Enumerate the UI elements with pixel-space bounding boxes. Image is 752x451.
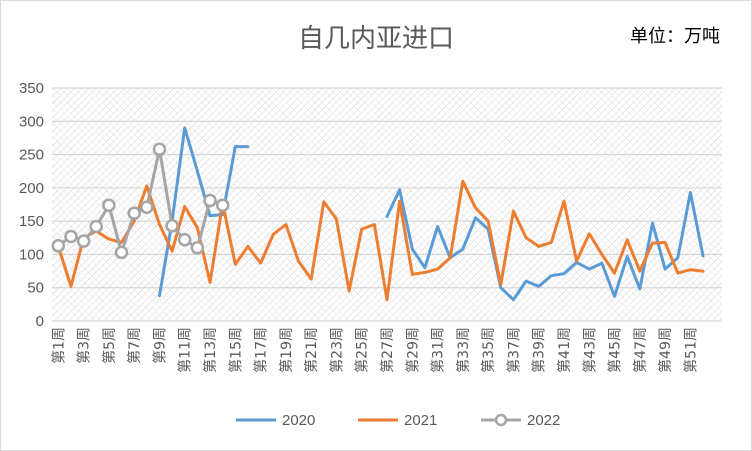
series-2022: [51, 142, 230, 260]
x-tick-label: 第21周: [303, 327, 320, 373]
x-tick-label: 第17周: [253, 327, 270, 373]
x-tick-label: 第39周: [531, 327, 548, 373]
series-line-2020: [385, 188, 705, 302]
x-tick-label: 第43周: [581, 327, 598, 373]
x-tick-label: 第23周: [328, 327, 345, 373]
x-tick-label: 第27周: [379, 327, 396, 373]
legend-marker: [494, 413, 508, 427]
grid-lines: [52, 87, 722, 322]
x-axis-ticks: 第1周 第3周 第5周 第7周 第9周 第11周 第13周 第15周 第17周 第19周 第21周第…: [50, 327, 699, 373]
y-tick-label: 150: [19, 213, 44, 230]
data-point: [76, 234, 91, 248]
x-tick-label: 第33周: [455, 327, 472, 373]
data-point: [51, 239, 66, 253]
x-tick-label: 第45周: [607, 327, 624, 373]
y-tick-label: 350: [19, 80, 44, 97]
x-tick-label: 第19周: [278, 327, 295, 373]
x-tick-label: 第51周: [682, 327, 699, 373]
data-point: [89, 219, 103, 234]
y-axis-ticks: 0 50 100 150 200 250 300 350: [19, 80, 44, 330]
chart-title: 自几内亚进口: [298, 24, 454, 54]
x-tick-label: 第37周: [505, 327, 522, 373]
x-tick-label: 第1周: [50, 327, 67, 364]
data-point: [152, 142, 167, 156]
x-tick-label: 第31周: [430, 327, 447, 373]
data-point: [190, 241, 205, 255]
series-group: [51, 126, 705, 302]
legend-item-2020: 2020: [236, 412, 315, 429]
x-tick-label: 第11周: [177, 327, 194, 373]
legend-label: 2021: [404, 412, 437, 429]
data-point: [114, 245, 129, 260]
x-tick-label: 第41周: [556, 327, 573, 373]
data-point: [177, 233, 192, 247]
series-2021: [56, 179, 705, 302]
legend-item-2021: 2021: [358, 412, 437, 429]
data-point: [203, 193, 217, 208]
legend-label: 2020: [282, 412, 315, 429]
x-tick-label: 第7周: [126, 327, 143, 364]
y-tick-label: 200: [19, 180, 44, 197]
series-line-2021: [56, 179, 705, 302]
data-point: [140, 200, 154, 214]
series-2020: [158, 126, 705, 302]
x-tick-label: 第5周: [101, 327, 118, 364]
data-point: [127, 206, 141, 220]
legend-item-2022: 2022: [481, 412, 560, 429]
y-tick-label: 300: [19, 113, 44, 130]
unit-label: 单位：万吨: [630, 26, 720, 47]
x-tick-label: 第25周: [354, 327, 371, 373]
legend-label: 2022: [527, 412, 560, 429]
data-point: [102, 198, 116, 212]
data-point: [64, 229, 78, 244]
x-tick-label: 第49周: [657, 327, 674, 373]
series-line-2020: [158, 126, 250, 298]
data-point: [215, 198, 230, 212]
y-tick-label: 100: [19, 246, 44, 263]
x-tick-label: 第9周: [151, 327, 168, 364]
x-tick-label: 第35周: [480, 327, 497, 373]
x-tick-label: 第47周: [632, 327, 649, 373]
legend: 2020 2021 2022: [236, 412, 560, 429]
x-tick-label: 第3周: [76, 327, 93, 364]
x-tick-label: 第29周: [404, 327, 421, 373]
data-point: [165, 219, 179, 233]
x-tick-label: 第13周: [202, 327, 219, 373]
y-tick-label: 0: [36, 313, 44, 330]
y-tick-label: 250: [19, 147, 44, 164]
x-tick-label: 第15周: [227, 327, 244, 373]
y-tick-label: 50: [27, 280, 44, 297]
